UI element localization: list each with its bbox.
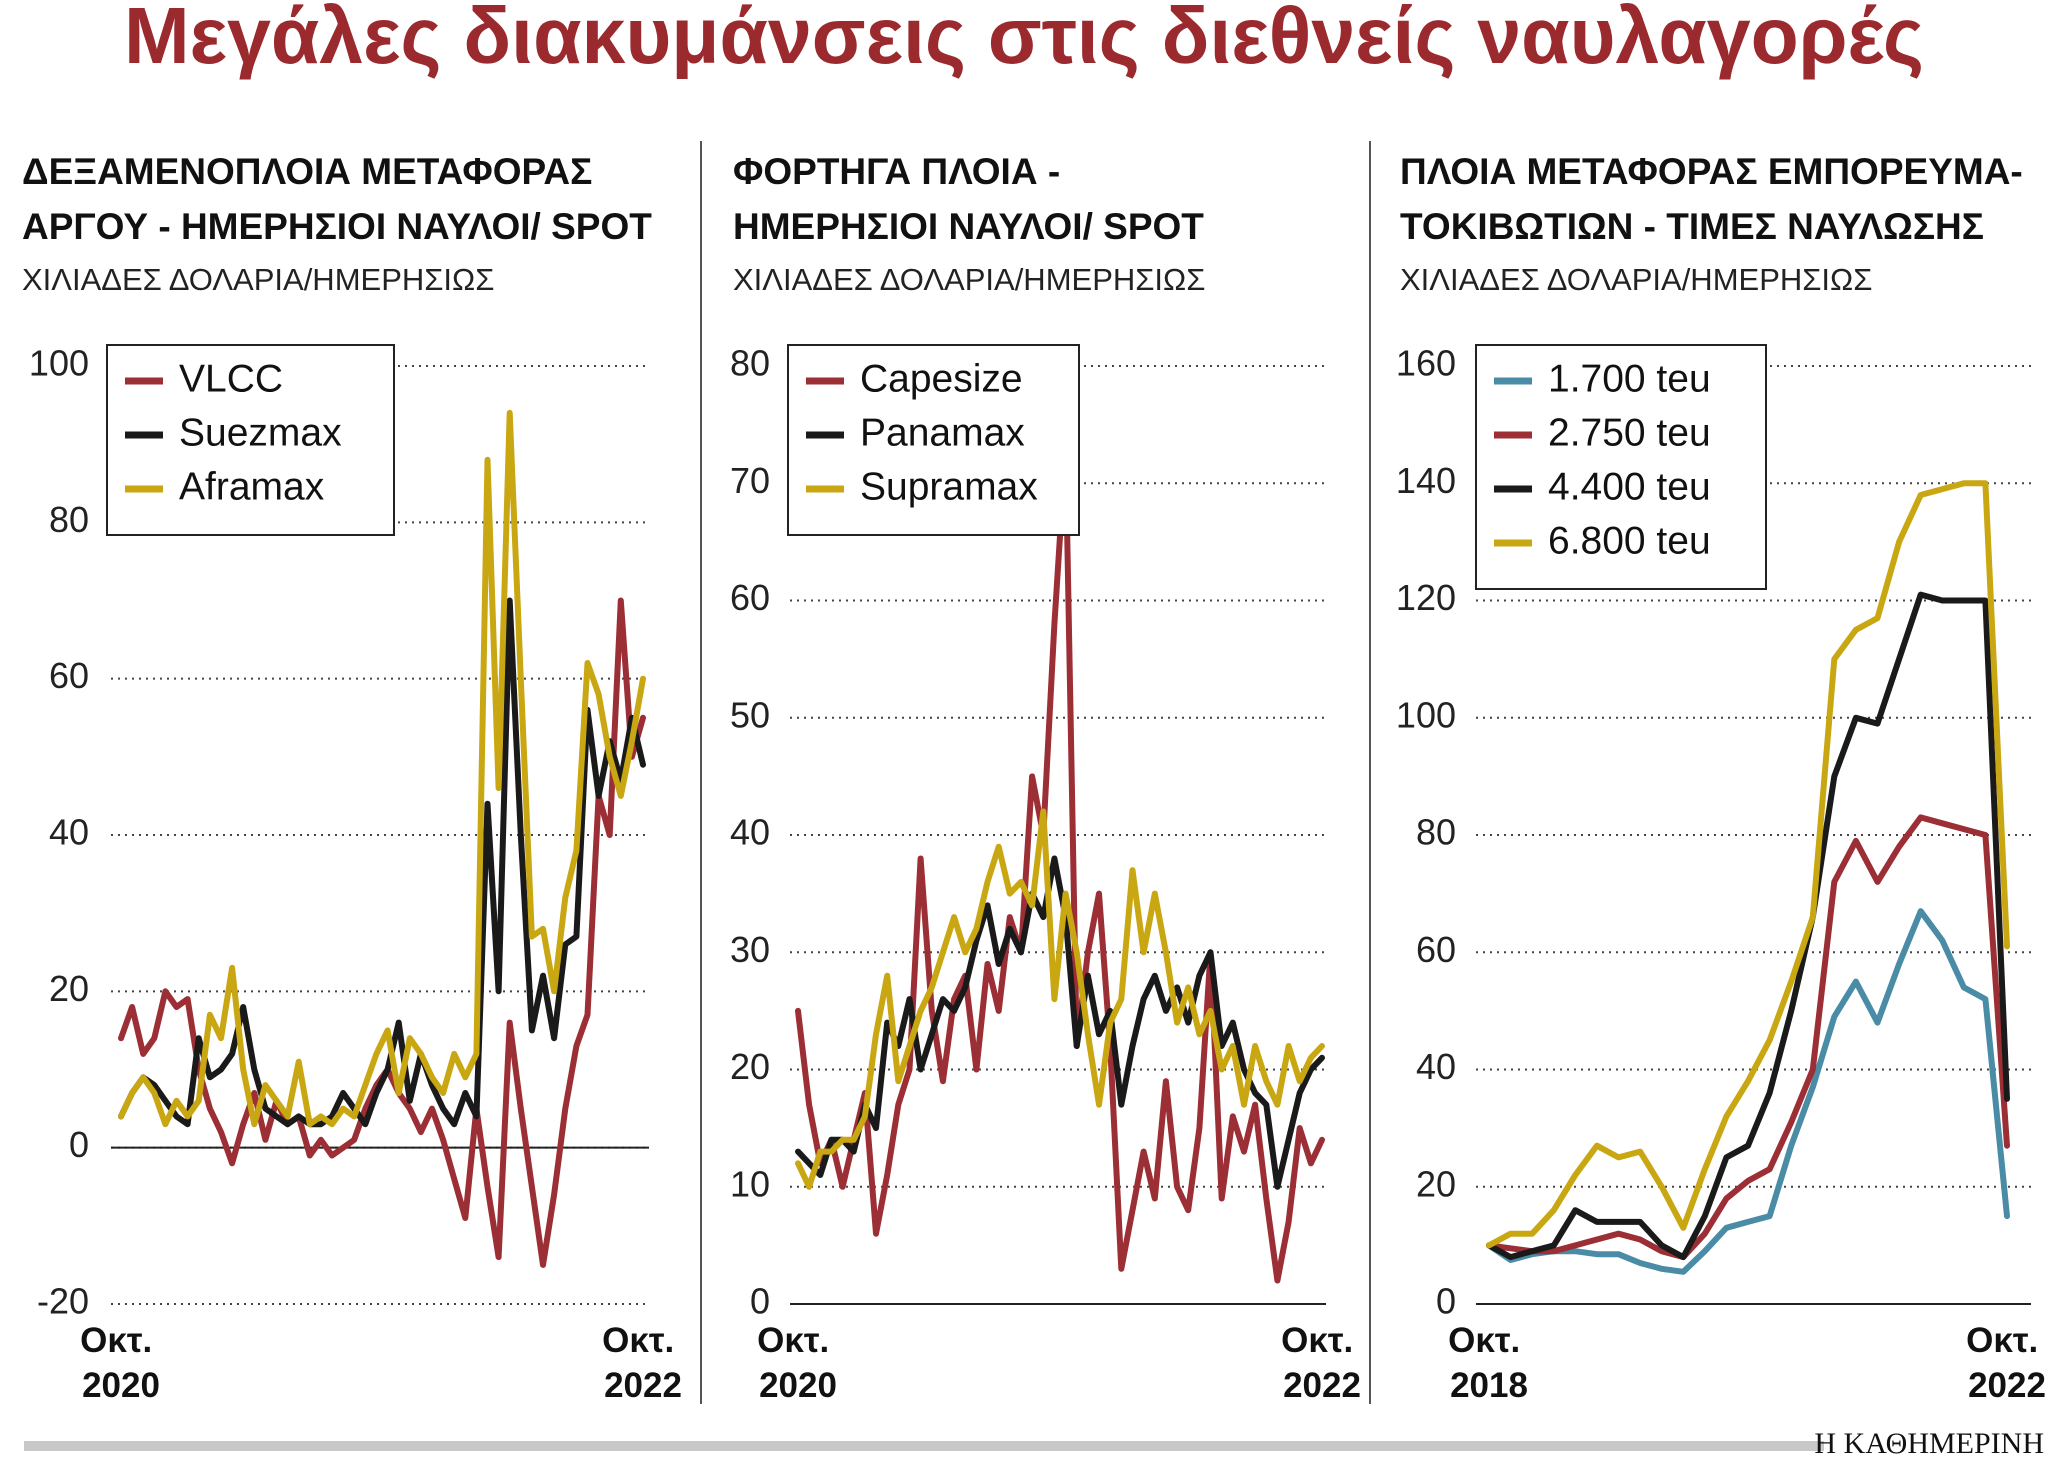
series-line — [118, 597, 646, 1268]
series-line — [118, 409, 646, 1128]
series-line — [1486, 908, 2010, 1275]
series-line — [118, 597, 646, 1128]
series-line — [795, 855, 1325, 1190]
series-line — [795, 445, 1325, 1284]
y-tick-label: 160 — [1396, 343, 1456, 384]
y-tick-label: 100 — [29, 343, 89, 384]
y-tick-label: 40 — [1416, 1046, 1456, 1087]
main-title: Μεγάλες διακυμάνσεις στις διεθνείς ναυλα… — [124, 0, 1924, 80]
x-tick-label: Οκτ. 2022 — [602, 1321, 684, 1405]
panel-title: ΤΟΚΙΒΩΤΙΩΝ - ΤΙΜΕΣ ΝΑΥΛΩΣΗΣ — [1400, 206, 1984, 247]
y-tick-label: 40 — [730, 812, 770, 853]
panel-title: ΔΕΞΑΜΕΝΟΠΛΟΙΑ ΜΕΤΑΦΟΡΑΣ — [22, 151, 592, 192]
legend-label: 6.800 teu — [1548, 519, 1711, 562]
y-tick-label: 20 — [49, 968, 89, 1009]
series-line — [795, 808, 1325, 1190]
series-line — [1486, 814, 2010, 1261]
panel-subtitle: ΧΙΛΙΑΔΕΣ ΔΟΛΑΡΙΑ/ΗΜΕΡΗΣΙΩΣ — [1400, 262, 1872, 297]
y-tick-label: 140 — [1396, 460, 1456, 501]
y-tick-label: 60 — [1416, 929, 1456, 970]
y-tick-label: 10 — [730, 1163, 770, 1204]
legend-label: Suezmax — [179, 411, 342, 454]
y-tick-label: 0 — [69, 1124, 89, 1165]
y-tick-label: 80 — [730, 343, 770, 384]
x-tick-label: Οκτ. 2022 — [1966, 1321, 2048, 1405]
x-tick-label: Οκτ. 2022 — [1281, 1321, 1363, 1405]
y-tick-label: -20 — [37, 1281, 89, 1322]
y-tick-label: 30 — [730, 929, 770, 970]
legend-label: Panamax — [860, 411, 1025, 454]
x-tick-label: Οκτ. 2020 — [757, 1321, 839, 1405]
y-tick-label: 60 — [730, 577, 770, 618]
y-tick-label: 50 — [730, 694, 770, 735]
x-tick-label: Οκτ. 2020 — [80, 1321, 162, 1405]
legend-box — [787, 344, 1080, 536]
y-tick-label: 100 — [1396, 694, 1456, 735]
x-tick-label: Οκτ. 2018 — [1448, 1321, 1530, 1405]
y-tick-label: 80 — [1416, 812, 1456, 853]
panel-subtitle: ΧΙΛΙΑΔΕΣ ΔΟΛΑΡΙΑ/ΗΜΕΡΗΣΙΩΣ — [22, 262, 494, 297]
legend-label: 1.700 teu — [1548, 357, 1711, 400]
footer-bar — [24, 1441, 1824, 1451]
y-tick-label: 70 — [730, 460, 770, 501]
y-tick-label: 20 — [1416, 1163, 1456, 1204]
legend-label: Supramax — [860, 465, 1038, 508]
panel-subtitle: ΧΙΛΙΑΔΕΣ ΔΟΛΑΡΙΑ/ΗΜΕΡΗΣΙΩΣ — [733, 262, 1205, 297]
legend-label: Aframax — [179, 465, 325, 508]
panel-title: ΠΛΟΙΑ ΜΕΤΑΦΟΡΑΣ ΕΜΠΟΡΕΥΜΑ- — [1400, 151, 2023, 192]
legend-label: 4.400 teu — [1548, 465, 1711, 508]
legend-box — [106, 344, 395, 536]
y-tick-label: 0 — [1436, 1281, 1456, 1322]
panel-title: ΗΜΕΡΗΣΙΟΙ ΝΑΥΛΟΙ/ SPOT — [733, 206, 1204, 247]
y-tick-label: 60 — [49, 655, 89, 696]
legend-box — [1475, 344, 1767, 590]
legend-label: 2.750 teu — [1548, 411, 1711, 454]
legend-label: Capesize — [860, 357, 1023, 400]
y-tick-label: 20 — [730, 1046, 770, 1087]
panel-title: ΦΟΡΤΗΓΑ ΠΛΟΙΑ - — [733, 151, 1060, 192]
y-tick-label: 40 — [49, 812, 89, 853]
series-line — [1486, 480, 2010, 1249]
source: Η ΚΑΘΗΜΕΡΙΝΗ — [1814, 1427, 2044, 1460]
y-tick-label: 0 — [750, 1281, 770, 1322]
y-tick-label: 120 — [1396, 577, 1456, 618]
series-line — [1486, 591, 2010, 1261]
legend-label: VLCC — [179, 357, 283, 400]
panel-title: ΑΡΓΟΥ - ΗΜΕΡΗΣΙΟΙ ΝΑΥΛΟΙ/ SPOT — [22, 206, 652, 247]
y-tick-label: 80 — [49, 499, 89, 540]
